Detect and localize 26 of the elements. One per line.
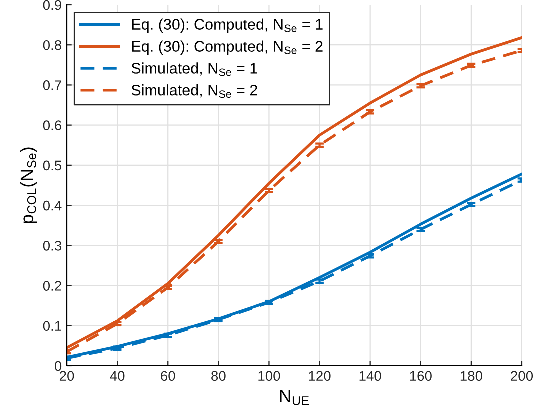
x-tick-label: 40	[110, 371, 125, 382]
x-tick-label: 20	[60, 371, 74, 382]
legend-label: Simulated, N$_{Se}$ = 1	[132, 62, 258, 76]
x-tick-label: 160	[410, 371, 432, 382]
legend-label: Eq. (30): Computed, N$_{Se}$ = 1	[132, 18, 323, 33]
y-axis-title: p$_{COL}$(N$_{Se}$)	[20, 148, 38, 224]
y-tick-label: 0.2	[43, 281, 62, 291]
y-tick-label: 0.6	[43, 120, 62, 131]
x-tick-label: 80	[212, 371, 226, 382]
y-tick-label: 0.3	[43, 241, 62, 251]
x-tick-label: 100	[258, 371, 280, 382]
y-tick-label: 0.9	[43, 0, 62, 10]
legend-label: Eq. (30): Computed, N$_{Se}$ = 2	[132, 40, 323, 55]
x-axis-title: N$_{UE}$	[280, 390, 310, 406]
y-tick-label: 0.7	[43, 80, 62, 90]
x-tick-label: 200	[511, 371, 534, 382]
legend-label: Simulated, N$_{Se}$ = 2	[132, 84, 258, 98]
x-tick-label: 60	[161, 371, 176, 382]
y-tick-label: 0.8	[43, 40, 62, 50]
y-tick-label: 0.4	[43, 200, 62, 211]
x-tick-label: 140	[360, 371, 382, 382]
x-tick-label: 180	[460, 371, 482, 382]
x-tick-label: 120	[309, 371, 331, 382]
y-tick-label: 0	[54, 361, 62, 372]
y-tick-label: 0.1	[43, 321, 62, 332]
y-tick-label: 0.5	[43, 160, 62, 171]
